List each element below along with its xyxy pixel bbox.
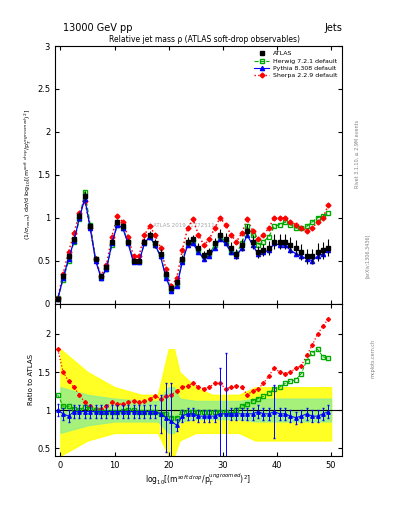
Pythia 8.308 default xyxy=(256,251,261,257)
Pythia 8.308 default xyxy=(321,251,325,257)
Sherpa 2.2.9 default xyxy=(239,230,244,236)
Sherpa 2.2.9 default xyxy=(120,219,125,225)
Sherpa 2.2.9 default xyxy=(83,198,87,204)
Herwig 7.2.1 default xyxy=(55,295,60,302)
Herwig 7.2.1 default xyxy=(147,233,152,240)
Pythia 8.308 default xyxy=(239,245,244,251)
Sherpa 2.2.9 default xyxy=(256,236,261,242)
X-axis label: log$_{10}$[(m$^{soft\ drop}$/p$_T^{ungroomed}$)$^2$]: log$_{10}$[(m$^{soft\ drop}$/p$_T^{ungro… xyxy=(145,472,252,488)
Line: Pythia 8.308 default: Pythia 8.308 default xyxy=(56,197,331,302)
Pythia 8.308 default xyxy=(147,233,152,240)
Text: [arXiv:1306.3436]: [arXiv:1306.3436] xyxy=(365,234,370,278)
Sherpa 2.2.9 default xyxy=(147,223,152,229)
Text: Jets: Jets xyxy=(324,23,342,33)
Sherpa 2.2.9 default xyxy=(55,295,60,302)
Pythia 8.308 default xyxy=(326,247,331,253)
Herwig 7.2.1 default xyxy=(256,242,261,248)
Title: Relative jet mass ρ (ATLAS soft-drop observables): Relative jet mass ρ (ATLAS soft-drop obs… xyxy=(109,35,300,44)
Sherpa 2.2.9 default xyxy=(142,232,147,238)
Pythia 8.308 default xyxy=(120,225,125,231)
Y-axis label: $(1/\sigma_{resm})$ d$\sigma$/d log$_{10}$[(m$^{soft\ drop}$/p$_T^{ungroomed}$)$: $(1/\sigma_{resm})$ d$\sigma$/d log$_{10… xyxy=(23,109,34,240)
Sherpa 2.2.9 default xyxy=(326,202,331,208)
Line: Herwig 7.2.1 default: Herwig 7.2.1 default xyxy=(56,190,331,301)
Pythia 8.308 default xyxy=(55,296,60,302)
Pythia 8.308 default xyxy=(83,196,87,202)
Pythia 8.308 default xyxy=(142,241,147,247)
Y-axis label: Ratio to ATLAS: Ratio to ATLAS xyxy=(28,354,34,405)
Herwig 7.2.1 default xyxy=(142,241,147,247)
Text: ATLAS 2019_I1772511: ATLAS 2019_I1772511 xyxy=(153,222,215,228)
Text: Rivet 3.1.10, ≥ 2.9M events: Rivet 3.1.10, ≥ 2.9M events xyxy=(355,119,360,188)
Line: Sherpa 2.2.9 default: Sherpa 2.2.9 default xyxy=(56,199,330,300)
Text: mcplots.cern.ch: mcplots.cern.ch xyxy=(371,339,376,378)
Herwig 7.2.1 default xyxy=(321,213,325,219)
Text: 13000 GeV pp: 13000 GeV pp xyxy=(63,23,132,33)
Sherpa 2.2.9 default xyxy=(321,215,325,221)
Herwig 7.2.1 default xyxy=(326,210,331,217)
Herwig 7.2.1 default xyxy=(83,189,87,195)
Legend: ATLAS, Herwig 7.2.1 default, Pythia 8.308 default, Sherpa 2.2.9 default: ATLAS, Herwig 7.2.1 default, Pythia 8.30… xyxy=(252,49,339,80)
Herwig 7.2.1 default xyxy=(120,225,125,231)
Herwig 7.2.1 default xyxy=(239,241,244,247)
